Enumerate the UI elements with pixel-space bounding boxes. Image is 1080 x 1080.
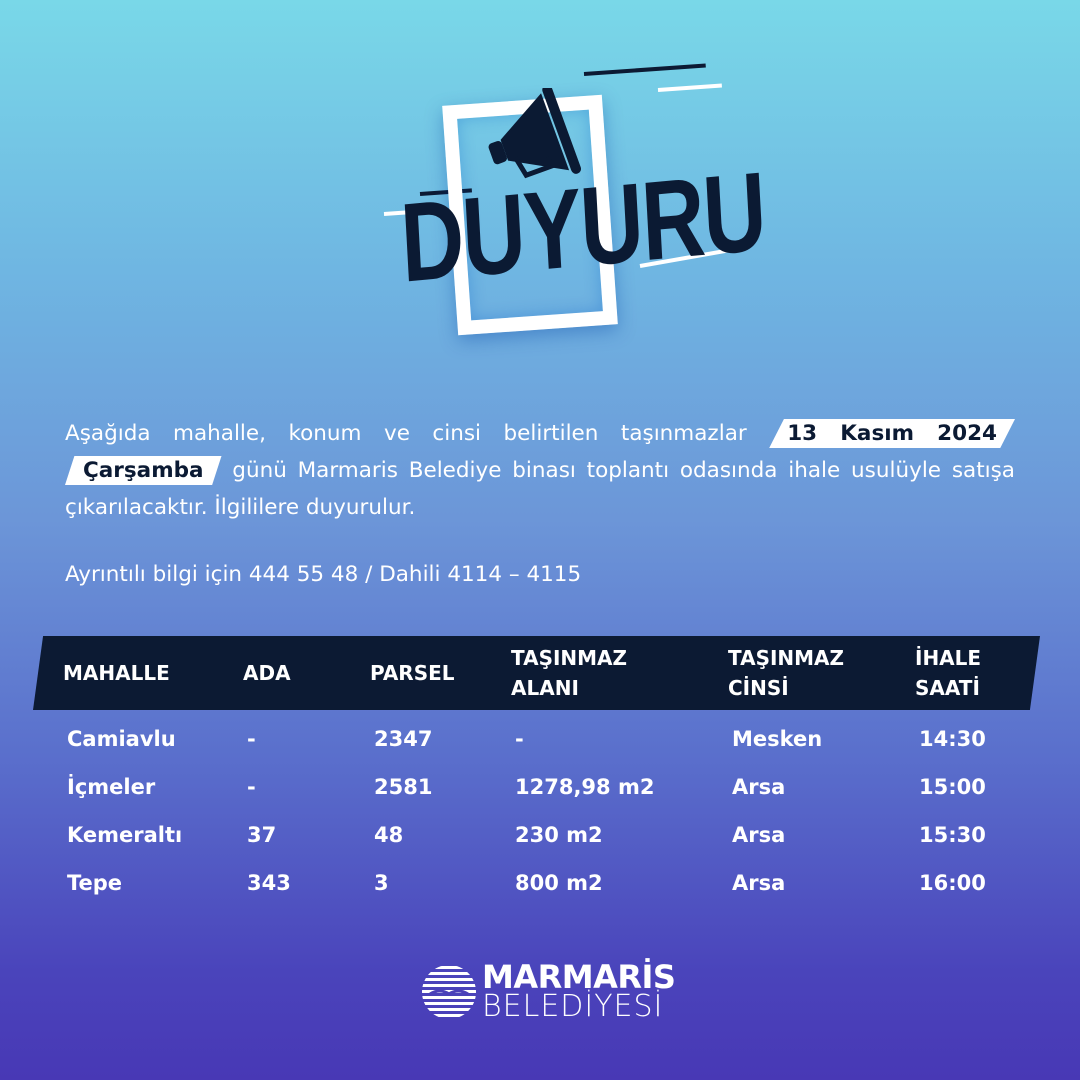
column-header-line: TAŞINMAZ — [728, 646, 845, 670]
decor-line — [583, 63, 706, 76]
table-cell: İçmeler — [67, 775, 156, 799]
table-cell: 230 m2 — [515, 823, 603, 847]
text-before: Aşağıda mahalle, konum ve cinsi belirtil… — [65, 421, 747, 446]
column-header: MAHALLE — [63, 658, 170, 688]
column-header-line: TAŞINMAZ — [511, 646, 628, 670]
text-after: günü Marmaris Belediye binası toplantı o… — [65, 458, 1015, 520]
table-cell: 14:30 — [919, 727, 986, 751]
table-cell: Tepe — [67, 871, 123, 895]
column-header: ADA — [243, 658, 291, 688]
table-cell: - — [515, 727, 524, 751]
table-cell: 3 — [374, 871, 389, 895]
column-header: TAŞINMAZ CİNSİ — [728, 643, 844, 703]
table-cell: 2581 — [374, 775, 433, 799]
column-header-line: CİNSİ — [728, 676, 789, 700]
table-cell: 15:00 — [919, 775, 986, 799]
column-header-line: İHALE — [915, 646, 982, 670]
megaphone-icon — [488, 88, 582, 179]
table-cell: Camiavlu — [67, 727, 176, 751]
contact-info: Ayrıntılı bilgi için 444 55 48 / Dahili … — [65, 562, 582, 587]
column-header-line: PARSEL — [370, 661, 455, 685]
table-cell: Arsa — [732, 871, 786, 895]
table-cell: 37 — [247, 823, 277, 847]
table-cell: Kemeraltı — [67, 823, 183, 847]
table-cell: 16:00 — [919, 871, 986, 895]
table-cell: Arsa — [732, 823, 786, 847]
table-cell: 343 — [247, 871, 291, 895]
hero-graphic: DUYURU — [0, 0, 1080, 380]
column-header-line: ALANI — [511, 676, 579, 700]
table-header — [33, 636, 1040, 710]
logo-line1: MARMARİS — [482, 958, 676, 996]
column-header: TAŞINMAZ ALANI — [511, 643, 627, 703]
date-highlight: 13 Kasım 2024 — [769, 419, 1015, 448]
column-header-line: ADA — [243, 661, 291, 685]
announcement-text: Aşağıda mahalle, konum ve cinsi belirtil… — [65, 415, 1015, 526]
table-row: Kemeraltı 37 48 230 m2 Arsa 15:30 — [0, 823, 1080, 863]
table-cell: Mesken — [732, 727, 823, 751]
table-row: Camiavlu - 2347 - Mesken 14:30 — [0, 727, 1080, 767]
table-cell: 2347 — [374, 727, 433, 751]
table-row: Tepe 343 3 800 m2 Arsa 16:00 — [0, 871, 1080, 911]
table-cell: - — [247, 727, 256, 751]
marmaris-logo: MARMARİS BELEDİYESİ — [420, 958, 676, 1024]
decor-line — [657, 83, 722, 92]
column-header-line: SAATİ — [915, 676, 980, 700]
table-cell: 1278,98 m2 — [515, 775, 655, 799]
column-header-line: MAHALLE — [63, 661, 170, 685]
logo-mark-icon — [422, 966, 476, 1017]
table-cell: 800 m2 — [515, 871, 603, 895]
table-cell: - — [247, 775, 256, 799]
column-header: İHALE SAATİ — [915, 643, 981, 703]
day-highlight: Çarşamba — [65, 456, 222, 485]
page-title: DUYURU — [397, 148, 768, 306]
table-row: İçmeler - 2581 1278,98 m2 Arsa 15:00 — [0, 775, 1080, 815]
table-cell: 15:30 — [919, 823, 986, 847]
logo-line2: BELEDİYESİ — [482, 989, 664, 1024]
table-cell: 48 — [374, 823, 404, 847]
table-cell: Arsa — [732, 775, 786, 799]
column-header: PARSEL — [370, 658, 455, 688]
